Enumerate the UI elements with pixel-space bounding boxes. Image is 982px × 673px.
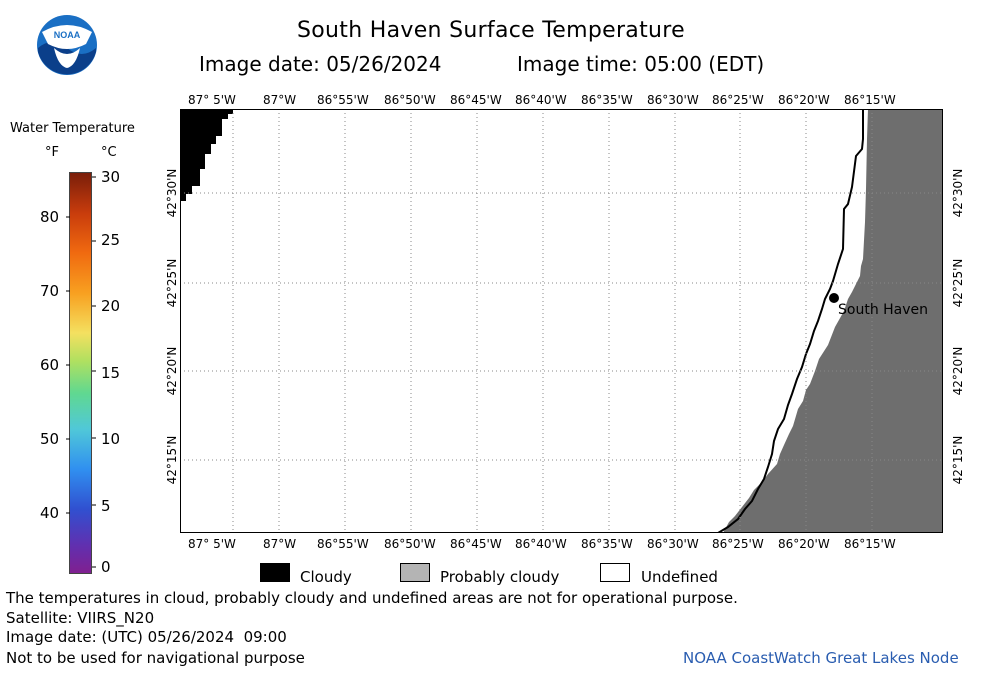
lon-label-top: 86°55'W: [317, 93, 369, 107]
c-label-20: 20: [101, 297, 121, 315]
lon-label-top: 86°30'W: [647, 93, 699, 107]
probably-cloudy-label: Probably cloudy: [440, 568, 560, 586]
south-haven-marker: [829, 293, 839, 303]
f-label-50: 50: [40, 430, 60, 448]
lon-label-top: 86°45'W: [450, 93, 502, 107]
lat-label-right: 42°20'N: [951, 346, 965, 396]
lat-label-left: 42°30'N: [165, 168, 179, 218]
undefined-swatch: [600, 563, 630, 582]
lon-label-bottom: 86°15'W: [844, 537, 896, 551]
lon-label-bottom: 86°35'W: [581, 537, 633, 551]
image-time: Image time: 05:00 (EDT): [517, 52, 765, 76]
lon-label-top: 86°50'W: [384, 93, 436, 107]
land-michigan-shore: [723, 109, 943, 533]
probably-cloudy-swatch: [400, 563, 430, 582]
lon-label-bottom: 86°30'W: [647, 537, 699, 551]
f-label-40: 40: [40, 504, 60, 522]
noaa-logo-text: NOAA: [54, 30, 81, 40]
lon-label-bottom: 87° 5'W: [188, 537, 236, 551]
lon-label-bottom: 86°20'W: [778, 537, 830, 551]
lat-label-right: 42°30'N: [951, 168, 965, 218]
lon-label-bottom: 86°50'W: [384, 537, 436, 551]
lon-label-bottom: 87°W: [263, 537, 297, 551]
legend-unit-c: °C: [101, 145, 117, 160]
lon-label-top: 87°W: [263, 93, 297, 107]
lon-label-top: 86°35'W: [581, 93, 633, 107]
image-date: Image date: 05/26/2024: [199, 52, 442, 76]
f-label-70: 70: [40, 282, 60, 300]
cloudy-swatch: [260, 563, 290, 582]
map-area: [180, 109, 943, 533]
temperature-color-bar: [69, 172, 92, 574]
city-label-south-haven: South Haven: [838, 302, 929, 318]
lon-label-top: 87° 5'W: [188, 93, 236, 107]
utc-date: Image date: (UTC) 05/26/2024 09:00: [6, 628, 287, 646]
cloud-area: [180, 109, 233, 201]
navigation-warning: Not to be used for navigational purpose: [6, 649, 305, 667]
c-label-15: 15: [101, 364, 121, 382]
noaa-logo-icon: NOAA: [36, 14, 98, 76]
f-label-80: 80: [40, 208, 60, 226]
lat-label-left: 42°15'N: [165, 435, 179, 485]
lon-label-bottom: 86°40'W: [515, 537, 567, 551]
graticule: [180, 109, 943, 533]
operational-note: The temperatures in cloud, probably clou…: [6, 589, 738, 607]
f-label-60: 60: [40, 356, 60, 374]
undefined-label: Undefined: [641, 568, 718, 586]
c-label-25: 25: [101, 231, 121, 249]
lat-label-left: 42°25'N: [165, 258, 179, 308]
lon-label-top: 86°20'W: [778, 93, 830, 107]
lat-label-right: 42°25'N: [951, 258, 965, 308]
lat-label-left: 42°20'N: [165, 346, 179, 396]
legend-heading: Water Temperature: [10, 121, 135, 136]
lat-label-right: 42°15'N: [951, 435, 965, 485]
lon-label-top: 86°25'W: [712, 93, 764, 107]
color-bar-ticks: [66, 176, 96, 568]
lon-label-bottom: 86°25'W: [712, 537, 764, 551]
lon-label-top: 86°15'W: [844, 93, 896, 107]
legend-unit-f: °F: [45, 145, 59, 160]
lon-label-top: 86°40'W: [515, 93, 567, 107]
lon-label-bottom: 86°45'W: [450, 537, 502, 551]
satellite-info: Satellite: VIIRS_N20: [6, 609, 155, 627]
c-label-0: 0: [101, 558, 111, 576]
page-title: South Haven Surface Temperature: [297, 18, 685, 43]
c-label-10: 10: [101, 430, 121, 448]
c-label-30: 30: [101, 168, 121, 186]
c-label-5: 5: [101, 497, 111, 515]
cloudy-label: Cloudy: [300, 568, 352, 586]
lon-label-bottom: 86°55'W: [317, 537, 369, 551]
credit-text: NOAA CoastWatch Great Lakes Node: [683, 649, 959, 667]
